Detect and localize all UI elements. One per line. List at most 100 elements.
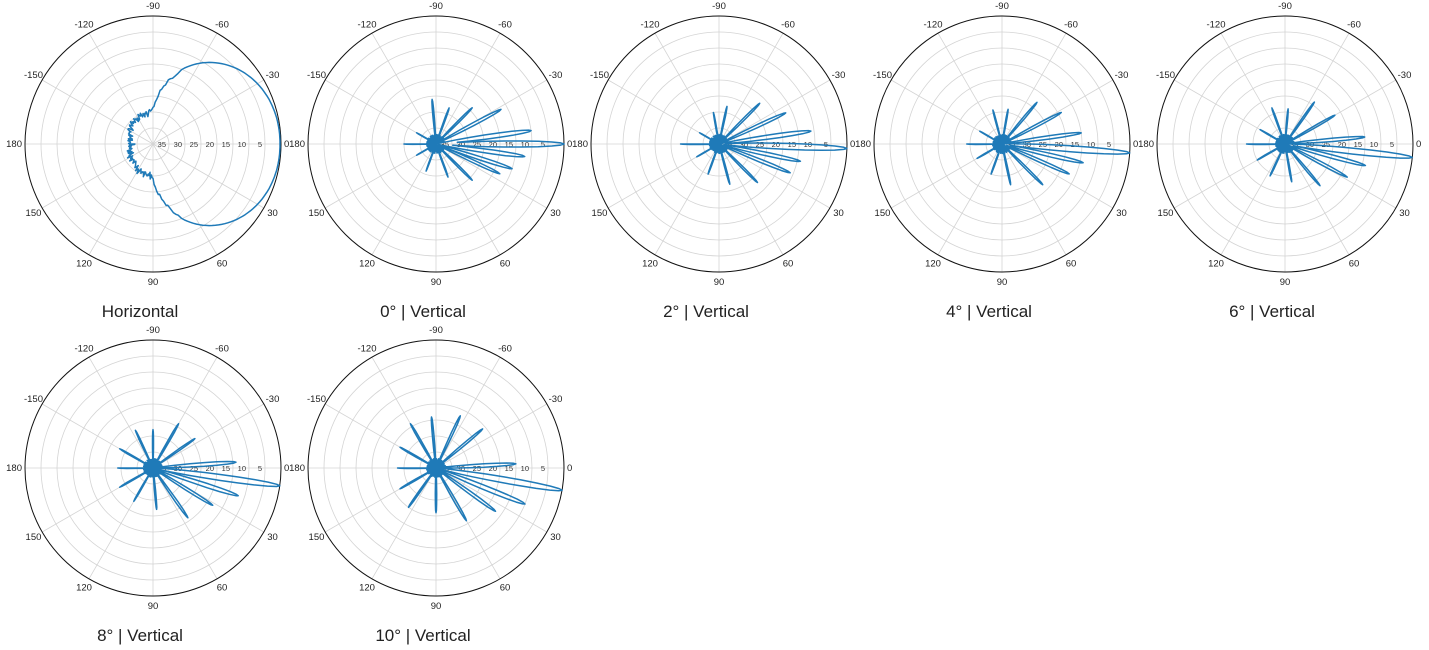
outer-circle <box>590 15 848 273</box>
radial-tick-label: 25 <box>1322 140 1330 149</box>
grid-spoke <box>1001 143 1067 256</box>
angle-tick-label: 90 <box>431 601 442 612</box>
radial-tick-label: 15 <box>505 140 513 149</box>
angle-tick-label: -30 <box>266 70 280 81</box>
radial-tick-label: 10 <box>1370 140 1378 149</box>
polar-chart-panel: 0 30 60 90 120 150 180 -150 -120 -90 -60 -30 35 30 25 2… <box>1132 1 1421 326</box>
grid-spoke <box>1001 32 1067 145</box>
chart-caption: Horizontal <box>101 302 179 321</box>
radial-tick-label: 20 <box>489 140 497 149</box>
polar-chart-panel: 0 30 60 90 120 150 180 -150 -120 -90 -60 -30 35 30 25 2… <box>0 325 289 650</box>
radial-tick-label: 5 <box>541 464 545 473</box>
angle-tick-label: -90 <box>429 325 443 336</box>
angle-tick-label: 60 <box>1349 259 1360 270</box>
angle-tick-label: -90 <box>712 1 726 12</box>
radial-tick-label: 15 <box>222 464 230 473</box>
radial-tick-label: 35 <box>158 140 166 149</box>
chart-caption: 4° | Vertical <box>946 302 1032 321</box>
grid-spoke <box>1284 79 1397 145</box>
radial-tick-label: 15 <box>1354 140 1362 149</box>
angle-tick-label: -150 <box>873 70 892 81</box>
grid-spoke <box>1220 143 1286 256</box>
angle-tick-label: 180 <box>6 463 22 474</box>
angle-tick-label: 180 <box>1138 139 1154 150</box>
grid-spoke <box>1220 32 1286 145</box>
angle-tick-label: 120 <box>359 583 375 594</box>
angle-tick-label: 180 <box>855 139 871 150</box>
grid-spoke <box>41 143 154 209</box>
polar-chart-panel: 0 30 60 90 120 150 180 -150 -120 -90 -60 -30 35 30 25 2… <box>283 1 572 326</box>
angle-tick-label: -120 <box>923 19 942 30</box>
polar-chart-panel: 0 30 60 90 120 150 180 -150 -120 -90 -60 -30 35 30 25 2… <box>0 1 289 326</box>
radial-tick-label: 30 <box>174 140 182 149</box>
angle-tick-label: -60 <box>498 343 512 354</box>
angle-tick-label: -150 <box>24 70 43 81</box>
radial-tick-label: 25 <box>756 140 764 149</box>
angle-tick-label: -30 <box>1115 70 1129 81</box>
angle-tick-label: -150 <box>24 394 43 405</box>
radial-tick-label: 10 <box>521 140 529 149</box>
angle-tick-label: 90 <box>148 277 159 288</box>
angle-tick-label: 60 <box>500 259 511 270</box>
radiation-pattern-trace <box>679 102 848 185</box>
radial-tick-label: 15 <box>222 140 230 149</box>
radial-tick-label: 15 <box>1071 140 1079 149</box>
grid-spoke <box>435 467 501 580</box>
radial-tick-label: 35 <box>441 140 449 149</box>
radial-tick-label: 30 <box>740 140 748 149</box>
outer-circle <box>24 15 282 273</box>
radial-tick-label: 5 <box>258 464 262 473</box>
outer-circle <box>307 339 565 597</box>
angle-tick-label: -30 <box>549 70 563 81</box>
grid-spoke <box>88 356 154 469</box>
outer-circle <box>24 339 282 597</box>
chart-caption: 2° | Vertical <box>663 302 749 321</box>
angle-tick-label: 60 <box>217 259 228 270</box>
angle-tick-label: -120 <box>640 19 659 30</box>
angle-tick-label: 150 <box>26 532 42 543</box>
radial-tick-label: 20 <box>772 140 780 149</box>
grid-spoke <box>41 79 154 145</box>
grid-spoke <box>718 143 784 256</box>
angle-tick-label: 180 <box>6 139 22 150</box>
radial-tick-label: 10 <box>521 464 529 473</box>
grid-spoke <box>152 143 218 256</box>
angle-tick-label: 30 <box>833 208 844 219</box>
angle-tick-label: -30 <box>832 70 846 81</box>
angle-tick-label: 150 <box>309 208 325 219</box>
angle-tick-label: -150 <box>307 70 326 81</box>
angle-tick-label: 0 <box>567 463 572 474</box>
grid-spoke <box>718 143 831 209</box>
grid-spoke <box>435 143 548 209</box>
angle-tick-label: -60 <box>1347 19 1361 30</box>
grid-spoke <box>152 467 218 580</box>
angle-tick-label: 60 <box>783 259 794 270</box>
grid-spoke <box>937 143 1003 256</box>
angle-tick-label: 0 <box>850 139 855 150</box>
radial-tick-label: 5 <box>1390 140 1394 149</box>
polar-chart-panel: 0 30 60 90 120 150 180 -150 -120 -90 -60 -30 35 30 25 2… <box>849 1 1138 326</box>
angle-tick-label: -60 <box>215 19 229 30</box>
angle-tick-label: 30 <box>1116 208 1127 219</box>
radiation-pattern-trace <box>117 422 281 519</box>
angle-tick-label: 0 <box>284 139 289 150</box>
grid-spoke <box>435 143 501 256</box>
angle-tick-label: 180 <box>289 463 305 474</box>
angle-tick-label: 30 <box>550 208 561 219</box>
angle-tick-label: -150 <box>307 394 326 405</box>
radial-tick-label: 30 <box>174 464 182 473</box>
angle-tick-label: -60 <box>215 343 229 354</box>
radial-tick-label: 25 <box>473 140 481 149</box>
grid-spoke <box>1001 143 1114 209</box>
grid-spoke <box>1284 143 1350 256</box>
grid-spoke <box>371 467 437 580</box>
angle-tick-label: -90 <box>995 1 1009 12</box>
angle-tick-label: 30 <box>267 208 278 219</box>
angle-tick-label: -120 <box>357 343 376 354</box>
grid-spoke <box>1284 32 1350 145</box>
angle-tick-label: 90 <box>1280 277 1291 288</box>
grid-spoke <box>435 32 501 145</box>
